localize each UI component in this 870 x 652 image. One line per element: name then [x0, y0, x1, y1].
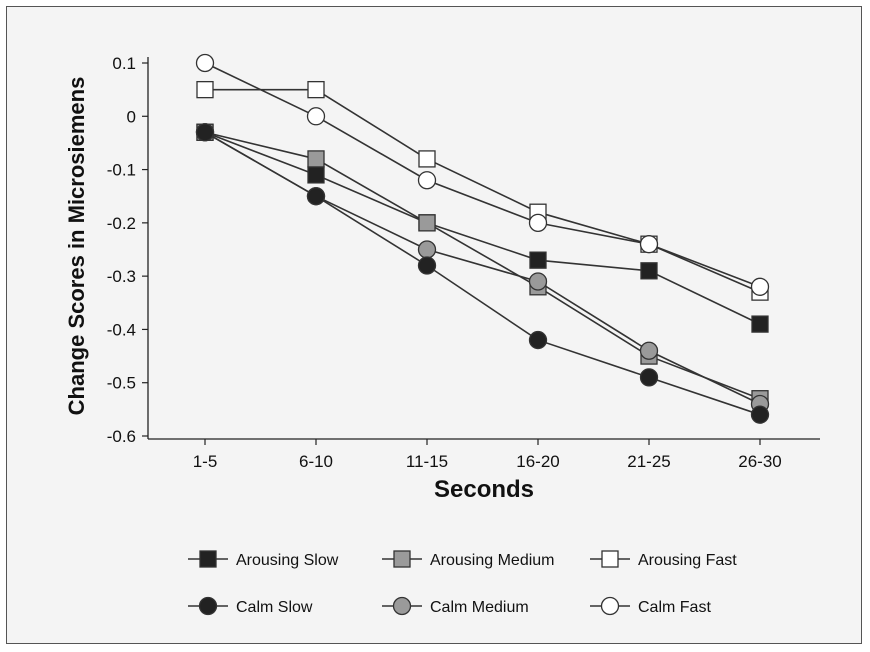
series-markers [195, 53, 770, 424]
data-point [529, 251, 547, 269]
x-tick-label: 16-20 [516, 452, 559, 471]
data-point [639, 368, 659, 387]
data-point [307, 150, 325, 168]
data-point [528, 330, 548, 350]
legend-label: Calm Slow [236, 599, 313, 616]
series-line [205, 88, 761, 293]
data-point [751, 315, 769, 333]
data-point [307, 166, 325, 184]
legend-marker [600, 596, 620, 616]
data-point [417, 256, 437, 275]
series-line [204, 62, 761, 288]
y-tick-label: -0.3 [107, 267, 136, 286]
data-point [418, 150, 436, 168]
y-tick-label: -0.2 [107, 214, 136, 233]
axes: 0.1 0 -0.1 -0.2 -0.3 -0.4 -0.5 -0.6 1-5 6-10 11-15… [107, 54, 820, 471]
y-tick-label: 0 [127, 107, 136, 126]
data-point [306, 107, 326, 126]
legend-item: Calm Fast [590, 596, 711, 616]
data-point [528, 272, 548, 291]
data-point [417, 240, 437, 259]
legend-label: Calm Medium [430, 599, 529, 616]
series-line [204, 131, 761, 325]
x-tick-label: 11-15 [406, 452, 448, 471]
data-point [307, 80, 325, 99]
legend-marker [198, 596, 218, 616]
x-tick-label: 6-10 [299, 452, 333, 471]
legend-item: Calm Medium [382, 596, 529, 616]
legend-item: Arousing Medium [382, 550, 555, 569]
data-point [750, 405, 770, 424]
legend: Arousing Slow Arousing Medium Arousing Fas… [188, 550, 737, 616]
data-point [195, 123, 215, 142]
series-line [204, 131, 761, 416]
y-tick-label: -0.5 [107, 374, 136, 393]
legend-marker [393, 550, 411, 568]
data-point [195, 53, 215, 73]
y-tick-label: -0.6 [107, 427, 136, 446]
legend-label: Calm Fast [638, 599, 711, 616]
x-axis-title: Seconds [434, 476, 534, 503]
series-lines [204, 62, 761, 416]
chart-frame [6, 6, 862, 644]
y-tick-label: -0.4 [107, 320, 136, 339]
y-tick-label: -0.1 [107, 161, 136, 180]
x-tick-label: 26-30 [738, 452, 781, 471]
series-line [204, 131, 761, 400]
legend-label: Arousing Slow [236, 552, 339, 569]
legend-item: Arousing Slow [188, 550, 339, 569]
legend-label: Arousing Fast [638, 552, 737, 569]
data-point [418, 214, 436, 232]
y-axis-title: Change Scores in Microsiemens [64, 77, 89, 416]
x-tick-label: 1-5 [193, 452, 218, 471]
legend-item: Calm Slow [188, 596, 313, 616]
y-tick-label: 0.1 [112, 54, 136, 73]
data-point [306, 187, 326, 206]
series-line [204, 131, 761, 405]
legend-marker [601, 550, 619, 568]
data-point [528, 213, 548, 233]
data-point [196, 80, 214, 99]
x-tick-label: 21-25 [627, 452, 670, 471]
data-point [750, 277, 770, 296]
data-point [417, 171, 437, 190]
legend-marker [392, 596, 412, 616]
data-point [639, 235, 659, 254]
data-point [640, 262, 658, 280]
legend-item: Arousing Fast [590, 550, 737, 569]
legend-label: Arousing Medium [430, 552, 555, 569]
legend-marker [199, 550, 217, 568]
data-point [639, 341, 659, 360]
